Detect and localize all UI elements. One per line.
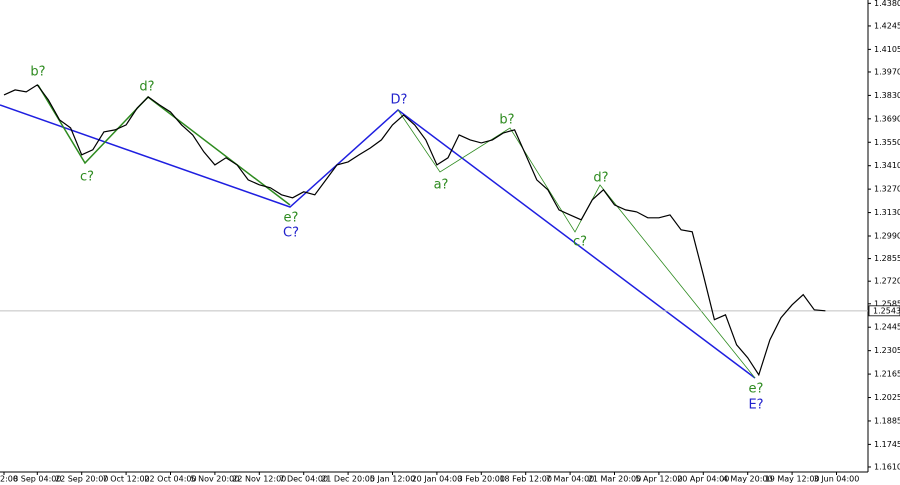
x-tick-label: 3 Jun 04:00 xyxy=(814,475,860,484)
x-tick-label: 7 Mar 04:00 xyxy=(546,475,594,484)
y-tick-label: 1.2585 xyxy=(874,299,900,308)
x-tick-label: 21 Dec 20:00 xyxy=(321,475,375,484)
wave-lines xyxy=(0,84,756,379)
minor-wave xyxy=(397,109,756,379)
wave-label: c? xyxy=(80,170,94,185)
y-tick-label: 1.2990 xyxy=(874,232,900,241)
x-tick-label: 22 Oct 04:00 xyxy=(144,475,196,484)
minor-wave xyxy=(37,84,291,206)
x-tick-label: 18 Feb 12:00 xyxy=(499,475,551,484)
y-tick-label: 1.2855 xyxy=(874,254,900,263)
x-tick-label: 5 Apr 12:00 xyxy=(635,475,682,484)
y-tick-label: 1.1885 xyxy=(874,416,900,425)
y-tick-label: 1.3830 xyxy=(874,91,900,100)
wave-label: C? xyxy=(283,226,299,241)
y-tick-label: 1.4380 xyxy=(874,0,900,8)
x-tick-label: 7 Dec 04:00 xyxy=(279,475,328,484)
y-tick-label: 1.2720 xyxy=(874,277,900,286)
y-tick-label: 1.3130 xyxy=(874,208,900,217)
x-tick-label: 22 Nov 12:00 xyxy=(232,475,286,484)
y-tick-label: 1.3690 xyxy=(874,114,900,123)
wave-label: E? xyxy=(748,398,763,413)
wave-label: e? xyxy=(749,382,764,397)
y-tick-label: 1.3410 xyxy=(874,161,900,170)
x-tick-label: 2:00 xyxy=(0,475,18,484)
y-tick-label: 1.3970 xyxy=(874,67,900,76)
wave-label: c? xyxy=(573,235,587,250)
x-tick-label: 22 Sep 20:00 xyxy=(55,475,108,484)
wave-label: b? xyxy=(30,65,45,80)
y-tick-label: 1.2445 xyxy=(874,323,900,332)
x-tick-label: 5 Jan 12:00 xyxy=(370,475,416,484)
wave-label: d? xyxy=(593,171,608,186)
y-tick-label: 1.3550 xyxy=(874,138,900,147)
major-wave xyxy=(0,104,756,379)
current-price-box xyxy=(868,305,900,317)
wave-label: D? xyxy=(391,93,408,108)
x-tick-label: 3 Feb 20:00 xyxy=(458,475,505,484)
wave-label: d? xyxy=(139,80,154,95)
y-tick-label: 1.3270 xyxy=(874,185,900,194)
x-tick-label: 21 Mar 20:00 xyxy=(588,475,641,484)
x-tick-label: 5 Nov 20:00 xyxy=(190,475,239,484)
wave-label: a? xyxy=(434,178,449,193)
y-tick-label: 1.2305 xyxy=(874,346,900,355)
x-tick-label: 20 Apr 04:00 xyxy=(677,475,729,484)
current-price-label: 1.2543 xyxy=(873,306,900,315)
x-tick-label: 19 May 12:00 xyxy=(765,475,820,484)
y-tick-label: 1.1745 xyxy=(874,440,900,449)
y-tick-label: 1.4245 xyxy=(874,21,900,30)
price-line xyxy=(3,84,826,377)
y-tick-label: 1.2025 xyxy=(874,393,900,402)
wave-label: e? xyxy=(284,211,299,226)
y-tick-label: 1.2165 xyxy=(874,370,900,379)
y-tick-label: 1.4105 xyxy=(874,45,900,54)
x-tick-label: 7 Oct 12:00 xyxy=(103,475,150,484)
y-tick-label: 1.1610 xyxy=(874,462,900,471)
wave-label: b? xyxy=(499,113,514,128)
x-tick-label: 4 May 20:00 xyxy=(723,475,773,484)
x-tick-label: 20 Jan 04:00 xyxy=(412,475,463,484)
x-tick-label: 8 Sep 04:00 xyxy=(13,475,61,484)
